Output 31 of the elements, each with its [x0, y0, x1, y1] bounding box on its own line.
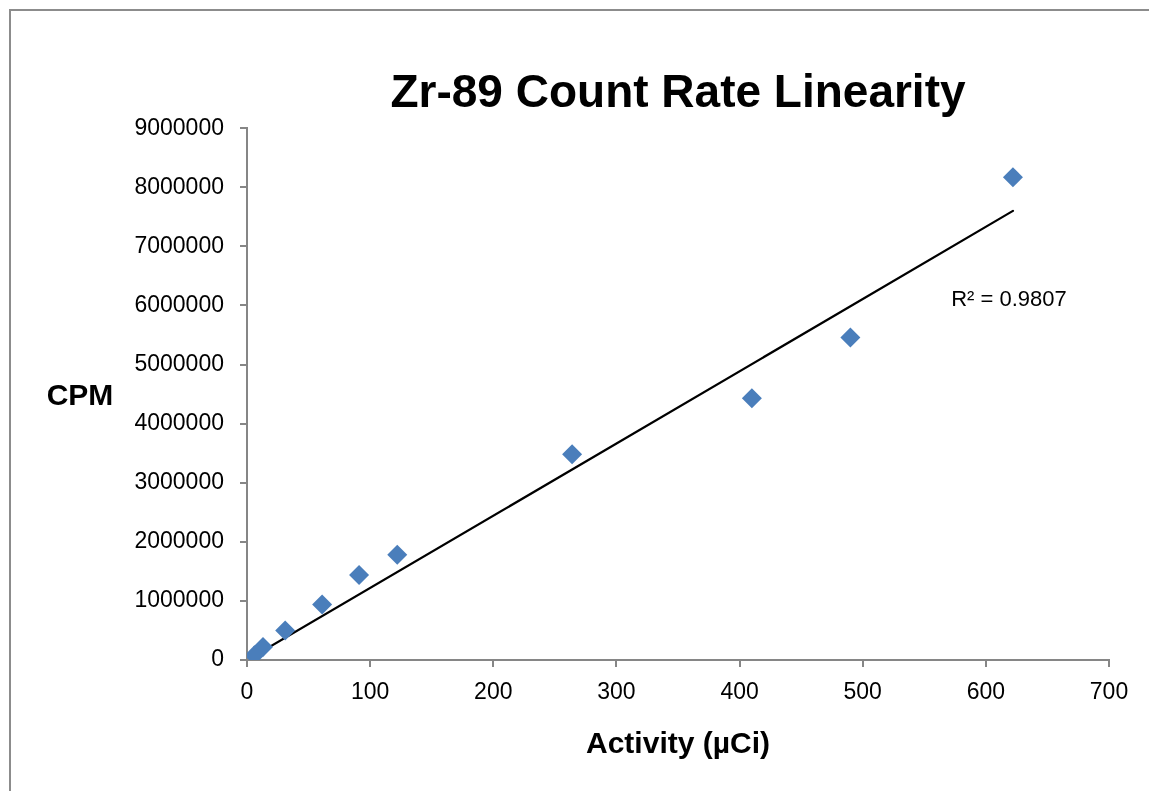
point [253, 637, 274, 657]
x-tick-label: 300 [597, 678, 636, 705]
annotation: R² = 0.9807 [951, 286, 1067, 312]
chart-title: Zr-89 Count Rate Linearity [390, 65, 966, 118]
point [840, 327, 861, 348]
x-tick-label: 400 [720, 678, 759, 705]
x-axis-title: Activity (µCi) [586, 726, 770, 760]
point [349, 564, 370, 585]
y-tick-label: 4000000 [134, 408, 224, 435]
point [387, 544, 408, 565]
point [562, 444, 583, 465]
y-tick-label: 8000000 [134, 172, 224, 199]
x-tick-label: 100 [350, 678, 390, 705]
y-tick-label: 3000000 [134, 468, 224, 495]
point [1002, 167, 1023, 188]
point [312, 594, 333, 615]
y-tick-label: 0 [211, 645, 224, 672]
x-tick-label: 500 [843, 678, 882, 705]
x-tick-label: 0 [240, 678, 254, 705]
x-tick-label: 200 [474, 678, 513, 705]
y-tick-label: 5000000 [134, 349, 224, 376]
x-tick-label: 700 [1089, 678, 1129, 705]
y-axis-title: CPM [46, 378, 114, 412]
y-tick-label: 1000000 [134, 586, 224, 613]
y-tick-label: 9000000 [134, 113, 224, 140]
y-tick-label: 6000000 [134, 290, 224, 317]
point [275, 620, 296, 641]
y-tick-label: 7000000 [134, 231, 224, 258]
y-tick-label: 2000000 [134, 527, 224, 554]
x-tick-label: 600 [966, 678, 1006, 705]
point [741, 388, 762, 409]
